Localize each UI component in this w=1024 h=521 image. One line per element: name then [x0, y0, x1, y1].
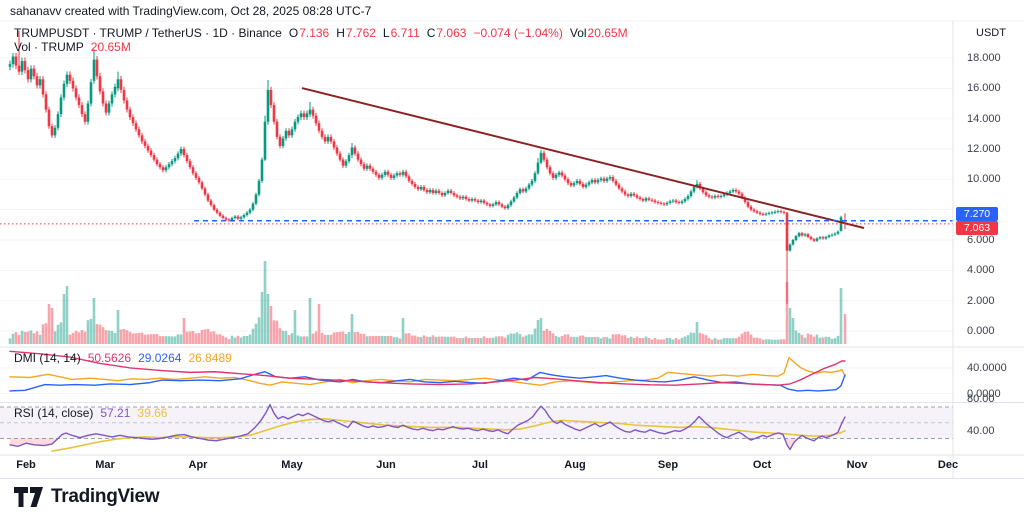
price-tick-label: 10.000	[967, 173, 1001, 186]
dmi-minus-di-value: 26.8489	[188, 351, 232, 365]
time-axis-label: May	[281, 459, 303, 471]
vol-label: Vol	[569, 26, 587, 40]
time-axis-label: Mar	[95, 459, 115, 471]
time-axis-label: Jun	[376, 459, 396, 471]
symbol-legend[interactable]: TRUMPUSDT · TRUMP / TetherUS · 1D · Bina…	[14, 26, 628, 40]
dmi-adx-value: 50.5626	[87, 351, 132, 365]
last-price-label: 7.063	[956, 221, 998, 235]
rsi-ma-value: 39.66	[137, 406, 168, 420]
price-line-label: 7.270	[956, 207, 998, 221]
low-label: L	[382, 26, 390, 40]
time-axis-label: Sep	[657, 459, 679, 471]
dmi-tick-label: 40.0000	[967, 361, 1007, 374]
dmi-plus-di-value: 29.0264	[138, 351, 182, 365]
dmi-legend-title[interactable]: DMI (14, 14)	[14, 351, 81, 365]
attribution-text: sahanavv created with TradingView.com, O…	[10, 4, 372, 18]
dmi-tick-label: 0.0000	[967, 387, 1001, 400]
symbol-title[interactable]: TRUMPUSDT · TRUMP / TetherUS · 1D · Bina…	[14, 26, 282, 40]
open-label: O	[288, 26, 299, 40]
time-axis-label: Dec	[937, 459, 959, 471]
volume-legend-title[interactable]: Vol · TRUMP	[14, 40, 84, 54]
rsi-tick-label: 40.00	[967, 424, 995, 437]
vol-value: 20.65M	[587, 26, 628, 40]
time-axis-label: Oct	[752, 459, 772, 471]
low-value: 6.711	[390, 26, 420, 40]
volume-legend[interactable]: Vol · TRUMP 20.65M	[14, 40, 131, 54]
close-label: C	[426, 26, 436, 40]
tradingview-logo-text: TradingView	[51, 486, 160, 507]
time-axis-label: Nov	[846, 459, 868, 471]
rsi-tick-label: 80.00	[967, 393, 995, 406]
high-label: H	[336, 26, 345, 40]
volume-legend-value: 20.65M	[90, 40, 131, 54]
change-value: −0.074 (−1.04%)	[473, 26, 563, 40]
price-tick-label: 6.000	[967, 234, 995, 246]
price-axis-unit: USDT	[976, 27, 1006, 39]
price-tick-label: 0.000	[967, 325, 995, 337]
time-axis-label: Jul	[472, 459, 488, 471]
close-value: 7.063	[436, 26, 467, 40]
price-tick-label: 2.000	[967, 294, 995, 307]
price-tick-label: 14.000	[967, 112, 1001, 125]
open-value: 7.136	[299, 26, 330, 40]
tradingview-logo-icon	[14, 486, 43, 507]
dmi-legend[interactable]: DMI (14, 14) 50.5626 29.0264 26.8489	[14, 351, 232, 365]
time-axis-label: Aug	[564, 459, 586, 471]
high-value: 7.762	[345, 26, 376, 40]
rsi-legend-title[interactable]: RSI (14, close)	[14, 406, 94, 420]
tradingview-logo[interactable]: TradingView	[14, 486, 160, 508]
time-axis-label: Feb	[16, 459, 36, 471]
rsi-value: 57.21	[100, 406, 131, 420]
price-tick-label: 12.000	[967, 143, 1001, 156]
price-tick-label: 18.000	[967, 52, 1001, 65]
time-axis-label: Apr	[188, 459, 208, 471]
price-tick-label: 4.000	[967, 264, 995, 277]
price-tick-label: 16.000	[967, 82, 1001, 95]
rsi-legend[interactable]: RSI (14, close) 57.21 39.66	[14, 406, 167, 420]
